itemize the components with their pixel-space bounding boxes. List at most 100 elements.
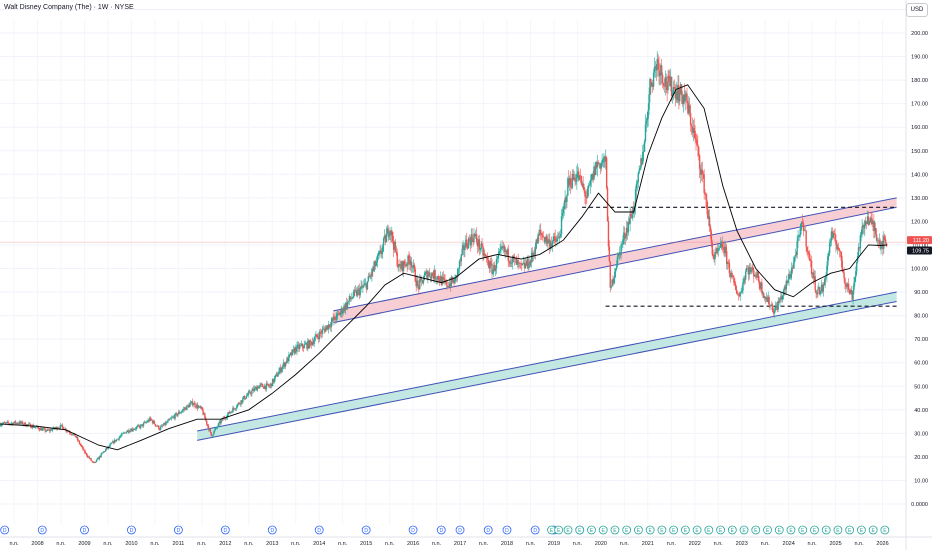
candle-body	[39, 428, 42, 431]
candle-body	[590, 179, 593, 181]
candle-body	[542, 237, 545, 238]
candle-body	[206, 424, 209, 426]
candle-body	[47, 429, 49, 431]
candle-body	[527, 258, 529, 268]
candle-body	[534, 248, 537, 255]
candle-body	[447, 286, 450, 288]
candle-body	[362, 286, 364, 288]
candle-body	[446, 281, 448, 287]
candle-body	[173, 416, 175, 419]
candle-body	[202, 410, 204, 415]
candle-body	[551, 241, 554, 247]
candle-body	[878, 240, 880, 242]
candle-body	[630, 213, 632, 217]
earnings-marker-label: E	[648, 528, 652, 534]
candle-body	[289, 354, 291, 355]
candle-body	[372, 268, 374, 271]
candle-body	[761, 282, 763, 294]
candle-body	[247, 392, 249, 396]
candle-body	[157, 425, 159, 427]
candle-body	[279, 367, 281, 372]
candle-body	[478, 239, 481, 250]
candle-body	[178, 411, 180, 415]
candle-body	[559, 233, 562, 237]
candle-body	[582, 183, 584, 187]
currency-button[interactable]: USD	[906, 3, 928, 17]
candle-body	[373, 261, 376, 267]
candle-body	[688, 105, 690, 114]
candle-body	[251, 390, 253, 395]
candle-body	[554, 236, 556, 241]
candle-body	[830, 231, 833, 242]
candle-body	[243, 396, 245, 399]
earnings-marker-label: E	[848, 528, 852, 534]
candle-body	[452, 279, 454, 283]
candle-body	[439, 276, 442, 282]
candle-body	[401, 261, 404, 272]
candle-body	[781, 295, 784, 300]
candle-body	[197, 404, 199, 409]
candle-body	[586, 188, 589, 198]
x-tick-label: 2017	[454, 541, 466, 547]
candle-body	[58, 428, 61, 429]
candle-body	[577, 171, 579, 175]
candle-body	[14, 421, 17, 424]
candle-body	[240, 400, 242, 405]
earnings-marker-label: E	[742, 528, 746, 534]
candle-body	[811, 272, 814, 275]
x-tick-label: n.n.	[9, 541, 19, 547]
candle-body	[91, 460, 93, 462]
candle-body	[145, 422, 147, 423]
candle-body	[798, 234, 800, 237]
candle-body	[744, 278, 746, 280]
candle-body	[619, 252, 621, 256]
candle-body	[238, 402, 240, 404]
candle-body	[723, 247, 725, 254]
x-tick-label: n.n.	[667, 541, 677, 547]
earnings-marker-label: E	[871, 528, 875, 534]
x-tick-label: 2008	[31, 541, 43, 547]
candle-body	[271, 383, 273, 387]
candle-body	[108, 446, 110, 447]
candle-body	[327, 324, 330, 330]
candle-body	[866, 216, 869, 225]
channel-line-upper-bottom	[333, 206, 897, 324]
earnings-marker	[833, 525, 843, 535]
candle-body	[208, 429, 211, 431]
candle-body	[411, 267, 414, 268]
candle-body	[753, 274, 756, 277]
candle-body	[670, 76, 672, 86]
candle-body	[370, 275, 372, 277]
candle-body	[843, 272, 845, 279]
candle-body	[739, 292, 741, 297]
candle-body	[213, 431, 215, 435]
candle-body	[711, 242, 713, 255]
candle-body	[151, 420, 154, 424]
candle-body	[280, 367, 282, 372]
candle-body	[883, 236, 886, 240]
candle-body	[139, 426, 141, 428]
candle-body	[82, 447, 84, 450]
candle-body	[237, 402, 240, 405]
dividend-marker	[483, 525, 493, 535]
candle-body	[7, 421, 9, 424]
candle-body	[668, 75, 670, 79]
candle-body	[850, 289, 852, 294]
candle-body	[841, 260, 843, 270]
candle-body	[566, 195, 568, 203]
earnings-marker	[880, 525, 890, 535]
candle-body	[678, 85, 680, 102]
candle-body	[828, 243, 831, 254]
x-tick-label: n.n.	[620, 541, 630, 547]
candle-body	[299, 345, 302, 346]
dividend-marker-label: D	[83, 528, 87, 534]
candle-body	[820, 284, 823, 292]
candle-body	[548, 239, 550, 241]
candle-body	[810, 260, 813, 275]
candle-body	[359, 288, 361, 296]
candle-body	[90, 458, 92, 461]
earnings-marker	[554, 525, 564, 535]
candle-body	[857, 247, 860, 257]
